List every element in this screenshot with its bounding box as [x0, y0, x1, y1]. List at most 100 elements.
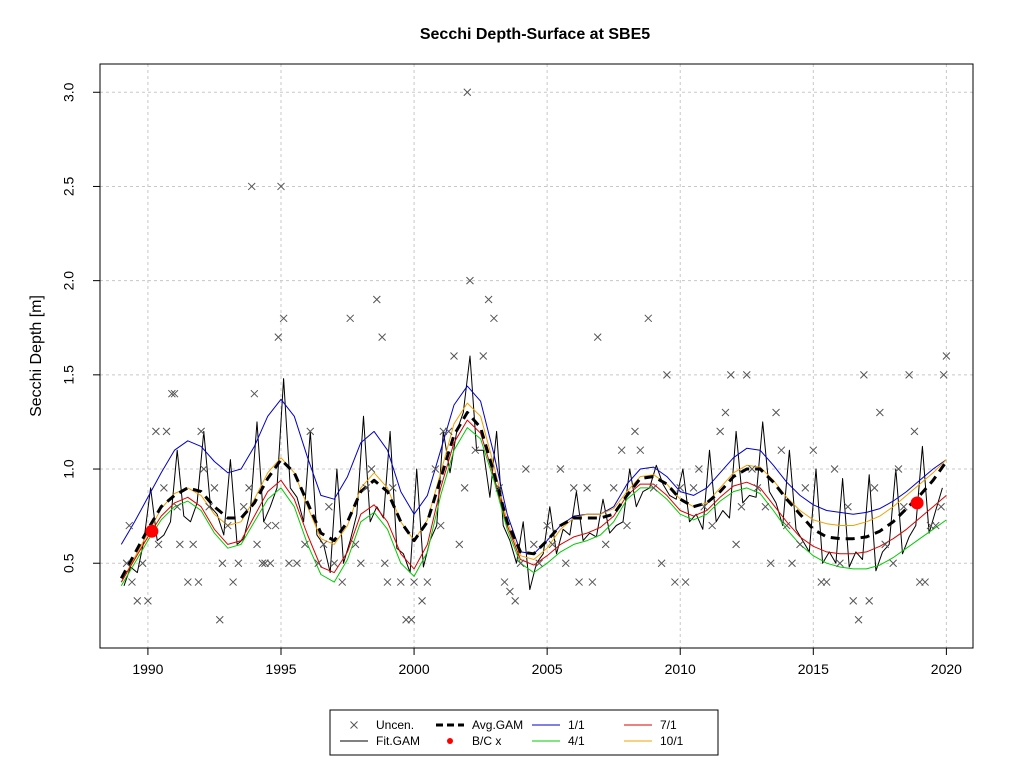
uncen-cross-stroke — [431, 465, 440, 473]
uncen-cross-stroke — [205, 502, 213, 511]
uncen-cross-stroke — [396, 578, 405, 586]
uncen-cross-stroke — [721, 408, 730, 417]
uncen-point — [889, 559, 898, 568]
uncen-point — [516, 559, 525, 568]
uncen-cross-stroke — [463, 88, 472, 97]
uncen-point — [338, 578, 347, 586]
uncen-cross-stroke — [601, 540, 610, 549]
uncen-point — [942, 352, 951, 360]
uncen-cross-stroke — [362, 484, 371, 492]
uncen-point — [500, 578, 509, 586]
uncen-cross-stroke — [849, 597, 858, 605]
uncen-cross-stroke — [274, 333, 283, 342]
uncen-point — [455, 540, 464, 549]
uncen-point — [138, 559, 147, 568]
uncen-cross-stroke — [154, 540, 163, 549]
uncen-cross-stroke — [138, 559, 147, 568]
uncen-point — [205, 502, 213, 511]
uncen-cross-stroke — [569, 484, 578, 492]
uncen-cross-stroke — [133, 597, 142, 605]
uncen-point — [495, 484, 504, 492]
y-tick-label: 3.0 — [61, 82, 77, 102]
uncen-point — [380, 559, 389, 568]
uncen-point — [170, 389, 179, 398]
uncen-cross-stroke — [436, 521, 445, 530]
uncen-point — [548, 540, 557, 549]
uncen-point — [801, 484, 810, 492]
uncen-point — [450, 352, 458, 360]
uncen-cross-stroke — [388, 484, 397, 492]
uncen-cross-stroke — [266, 559, 275, 568]
uncen-point — [168, 389, 176, 398]
legend-label-10-1: 10/1 — [660, 734, 684, 748]
uncen-point — [899, 502, 908, 511]
uncen-point — [623, 521, 631, 530]
uncen-point — [543, 521, 551, 530]
uncen-point — [700, 502, 709, 511]
uncen-cross-stroke — [168, 389, 176, 398]
uncen-point — [905, 370, 913, 379]
legend-symbol-b-c-x — [447, 738, 453, 744]
uncen-point — [234, 559, 243, 568]
uncen-cross-stroke — [351, 540, 360, 549]
uncen-point — [218, 559, 227, 568]
uncen-point — [796, 540, 804, 549]
axis-ticks: 1990 1995 2000 2005 2010 2015 2020 0.5 1.0 1.5 2.0… — [61, 82, 962, 677]
series-7-1 — [120, 419, 947, 583]
uncen-cross-stroke — [644, 314, 653, 323]
uncen-point — [708, 521, 717, 530]
uncen-point — [522, 465, 530, 473]
uncen-point — [649, 484, 658, 492]
uncen-point — [279, 314, 288, 323]
uncen-point — [125, 521, 134, 530]
legend-label-4-1: 4/1 — [568, 734, 585, 748]
uncen-cross-stroke — [466, 276, 474, 285]
x-tick-label: 2000 — [398, 661, 429, 677]
uncen-point — [726, 370, 735, 379]
uncen-point — [636, 446, 645, 455]
uncen-point — [133, 597, 142, 605]
series-4-1 — [120, 427, 947, 587]
uncen-cross-stroke — [522, 465, 530, 473]
uncen-cross-stroke — [263, 521, 272, 530]
uncen-cross-stroke — [495, 484, 504, 492]
uncen-point — [128, 578, 136, 586]
uncen-point — [223, 521, 232, 530]
series-avg-gam — [119, 411, 948, 580]
uncen-point — [253, 540, 261, 549]
uncen-cross-stroke — [367, 465, 376, 473]
uncen-point — [194, 578, 203, 586]
uncen-point — [122, 559, 131, 568]
uncen-cross-stroke — [122, 559, 131, 568]
uncen-cross-stroke — [189, 540, 198, 549]
uncen-cross-stroke — [253, 540, 261, 549]
uncen-cross-stroke — [649, 484, 658, 492]
uncen-cross-stroke — [782, 521, 791, 530]
uncen-point — [277, 182, 285, 191]
uncen-point — [761, 502, 770, 511]
uncen-cross-stroke — [535, 559, 544, 568]
uncen-cross-stroke — [258, 559, 267, 568]
uncen-cross-stroke — [197, 427, 205, 436]
bc-point — [145, 524, 159, 538]
uncen-point — [330, 559, 339, 568]
uncen-cross-stroke — [588, 578, 597, 586]
uncen-cross-stroke — [271, 521, 280, 530]
uncen-point — [910, 427, 919, 436]
uncen-cross-stroke — [407, 615, 416, 624]
uncen-cross-stroke — [239, 502, 248, 511]
uncen-cross-stroke — [937, 502, 945, 511]
uncen-point — [844, 502, 852, 511]
uncen-point — [189, 540, 198, 549]
uncen-cross-stroke — [726, 370, 735, 379]
uncen-point — [593, 333, 602, 342]
uncen-point — [356, 559, 365, 568]
uncen-point — [175, 540, 184, 549]
legend-label-fit-gam: Fit.GAM — [376, 734, 420, 748]
uncen-cross-stroke — [716, 427, 725, 436]
uncen-point — [215, 615, 224, 624]
uncen-point — [210, 484, 219, 492]
uncen-cross-stroke — [301, 540, 309, 549]
uncen-cross-stroke — [854, 615, 863, 624]
uncen-cross-stroke — [144, 597, 152, 605]
